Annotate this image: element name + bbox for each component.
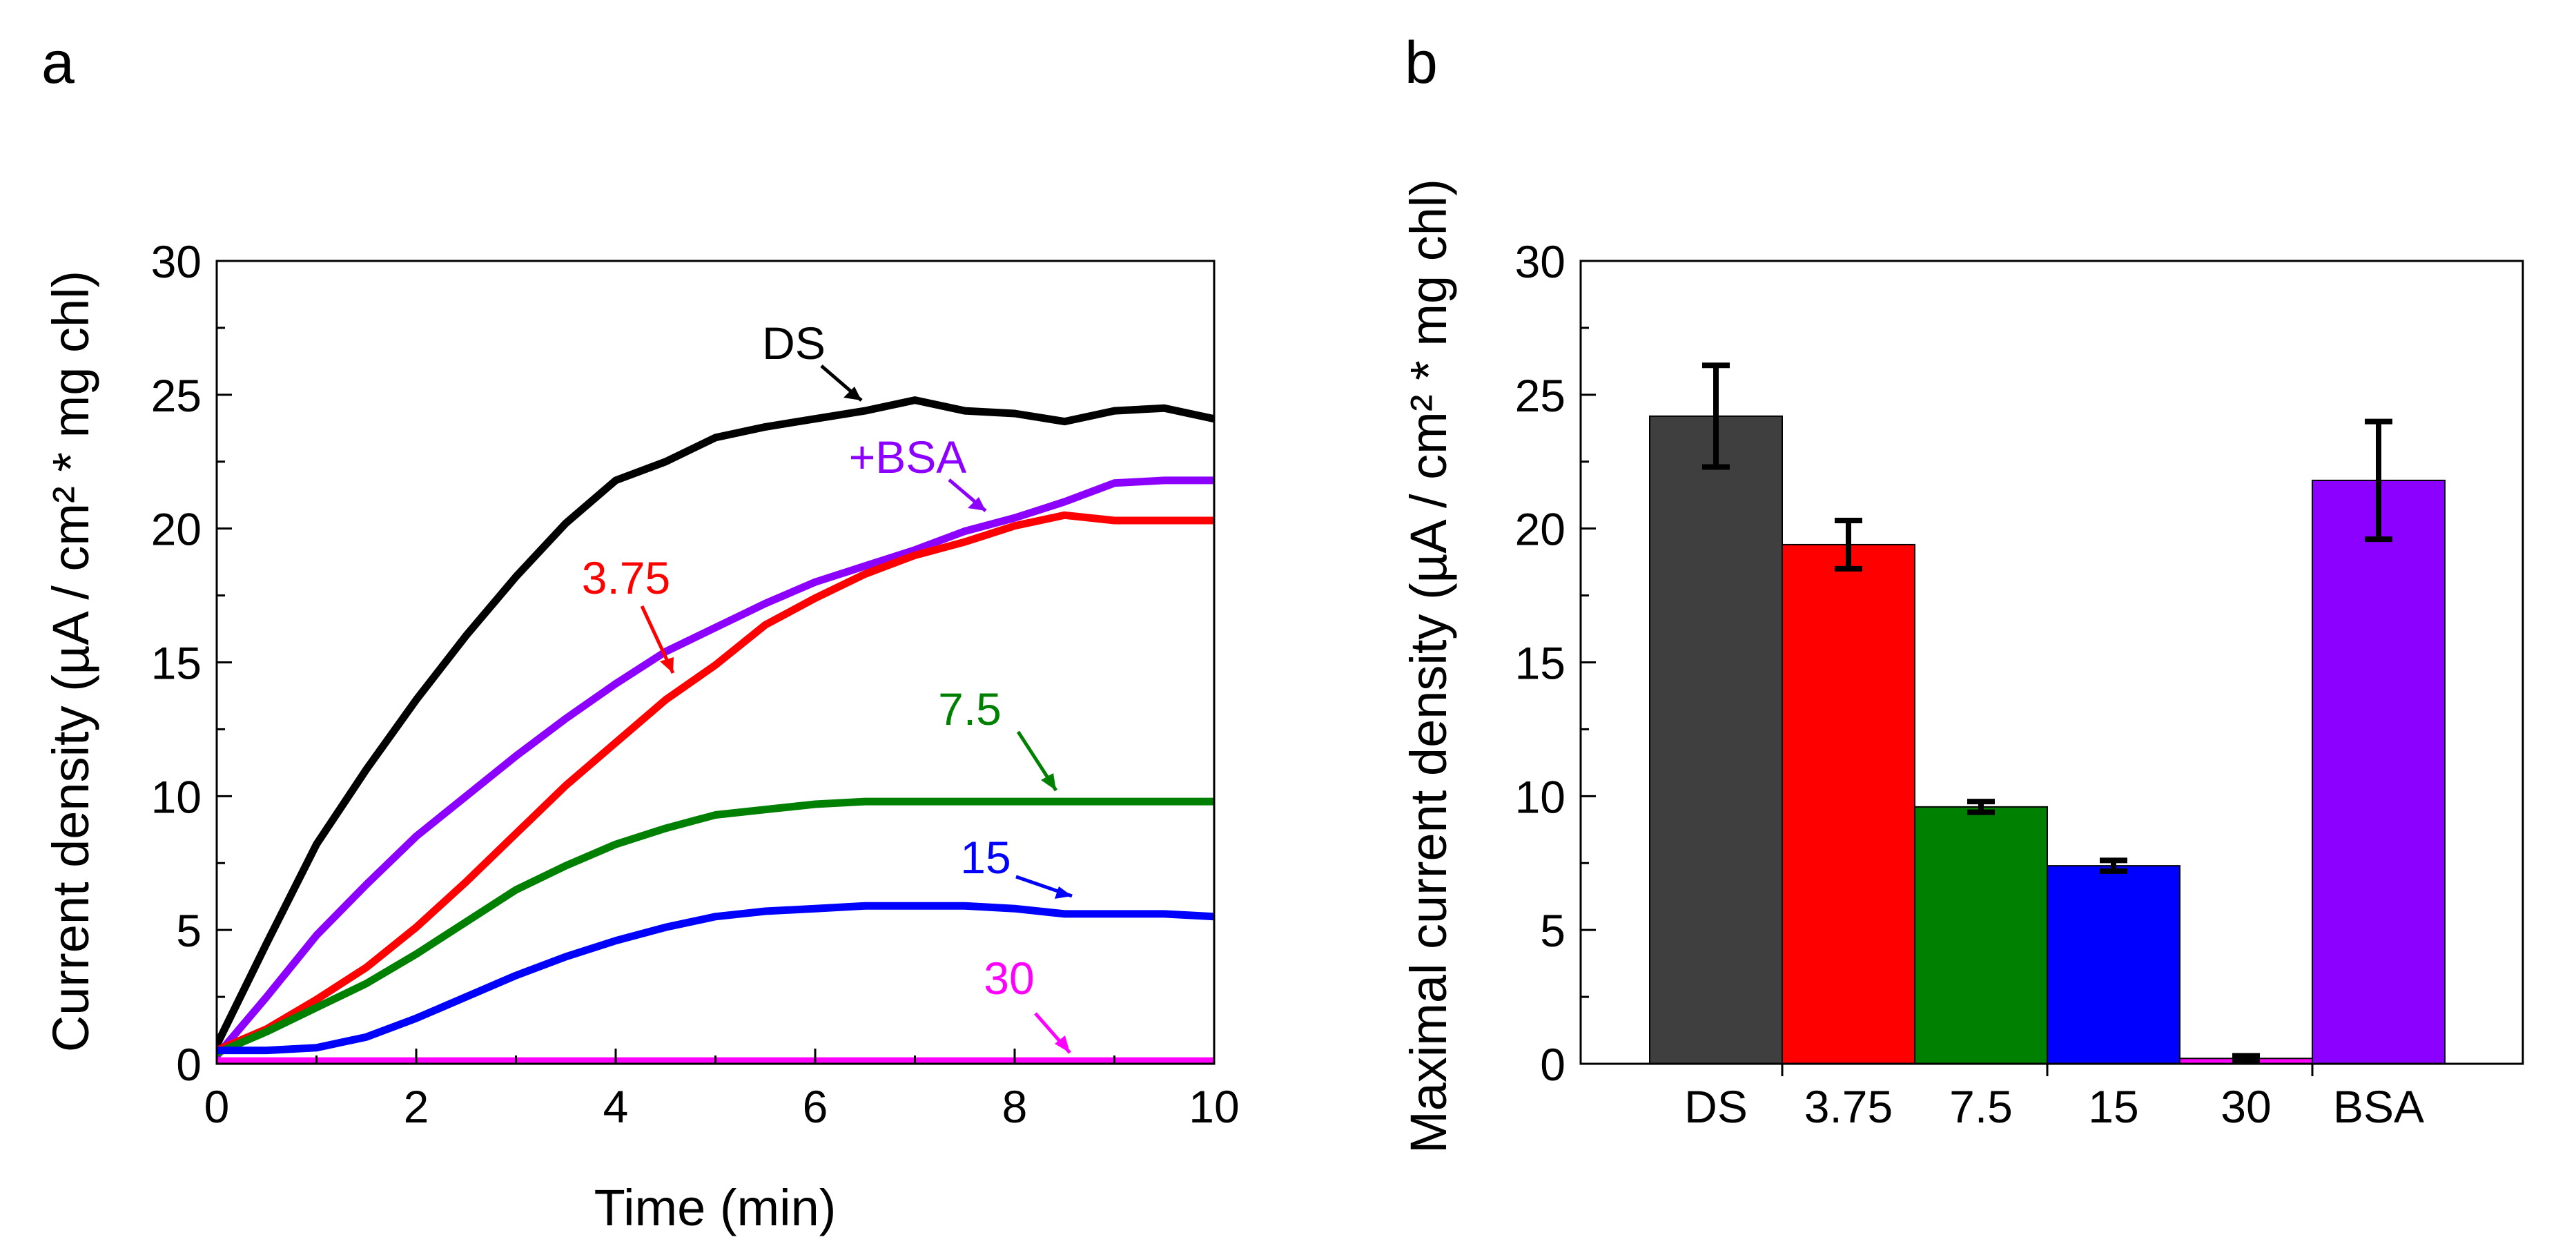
- label-bsa: +BSA: [849, 431, 967, 483]
- error-bar: [1702, 362, 1730, 470]
- x-category-label: 15: [2088, 1081, 2138, 1132]
- bar-3-75: [1782, 543, 1915, 1064]
- label-3-75: 3.75: [582, 552, 670, 603]
- x-tick-label: 10: [1189, 1081, 1239, 1132]
- bar-bsa: [2312, 479, 2446, 1064]
- label-ds: DS: [762, 318, 826, 369]
- x-category-label: DS: [1684, 1081, 1748, 1132]
- y-tick-label: 15: [1515, 638, 1565, 689]
- y-tick-label: 0: [1540, 1039, 1565, 1090]
- x-tick-label: 2: [404, 1081, 429, 1132]
- error-bar: [1967, 799, 1995, 815]
- arrowhead-3-75: [660, 657, 674, 673]
- series-line-bsa: [217, 476, 1214, 1060]
- arrowhead-30: [1055, 1035, 1070, 1053]
- series-line-15: [217, 902, 1214, 1055]
- error-bar: [1835, 518, 1862, 572]
- error-bar: [2100, 857, 2127, 874]
- bar-ds: [1649, 415, 1783, 1064]
- panel-b-label: b: [1405, 30, 1438, 96]
- y-tick-label: 5: [1540, 905, 1565, 956]
- y-tick-label: 20: [151, 504, 202, 555]
- y-tick-label: 15: [151, 638, 202, 689]
- y-tick-label: 25: [151, 370, 202, 421]
- arrowhead-7-5: [1041, 773, 1056, 790]
- label-15: 15: [960, 832, 1011, 883]
- panel-a-y-axis-label: Current density (µA / cm² * mg chl): [42, 271, 99, 1052]
- x-category-label: 7.5: [1949, 1081, 2013, 1132]
- panel-b-bar-chart: 0 5 10 15 20 25 30 DS 3.75 7.5 15 30 BSA Maximal cu…: [1400, 179, 2524, 1154]
- y-tick-label: 0: [176, 1039, 202, 1090]
- panel-a-label: a: [41, 30, 75, 96]
- y-tick-label: 10: [1515, 771, 1565, 822]
- panel-a-line-chart: 0 5 10 15 20 25 30 0 2 4 6 8 10 Time (min) Current …: [42, 236, 1240, 1236]
- panel-a-x-axis-label: Time (min): [594, 1179, 837, 1236]
- bar-15: [2047, 865, 2180, 1065]
- x-category-label: 30: [2221, 1081, 2271, 1132]
- bar-7-5: [1914, 806, 2048, 1064]
- label-7-5: 7.5: [938, 683, 1002, 734]
- y-tick-label: 30: [151, 236, 202, 287]
- label-30: 30: [984, 953, 1034, 1004]
- series-line-3-75: [217, 511, 1214, 1055]
- series-line-7-5: [217, 797, 1214, 1057]
- arrowhead-15: [1055, 886, 1072, 899]
- x-category-label: 3.75: [1804, 1081, 1893, 1132]
- arrowhead-bsa: [968, 497, 986, 511]
- arrowhead-ds: [843, 387, 861, 400]
- series-line-ds: [217, 396, 1214, 1049]
- error-bar: [2232, 1053, 2260, 1064]
- x-tick-label: 4: [603, 1081, 629, 1132]
- y-tick-label: 30: [1515, 236, 1565, 287]
- panel-b-y-axis-label: Maximal current density (µA / cm² * mg c…: [1400, 179, 1457, 1154]
- error-bar: [2365, 418, 2392, 543]
- y-tick-label: 5: [176, 905, 202, 956]
- y-tick-label: 10: [151, 771, 202, 822]
- x-tick-label: 8: [1002, 1081, 1028, 1132]
- y-tick-label: 20: [1515, 504, 1565, 555]
- x-category-label: BSA: [2333, 1081, 2424, 1132]
- y-tick-label: 25: [1515, 370, 1565, 421]
- x-tick-label: 6: [803, 1081, 828, 1132]
- x-tick-label: 0: [204, 1081, 230, 1132]
